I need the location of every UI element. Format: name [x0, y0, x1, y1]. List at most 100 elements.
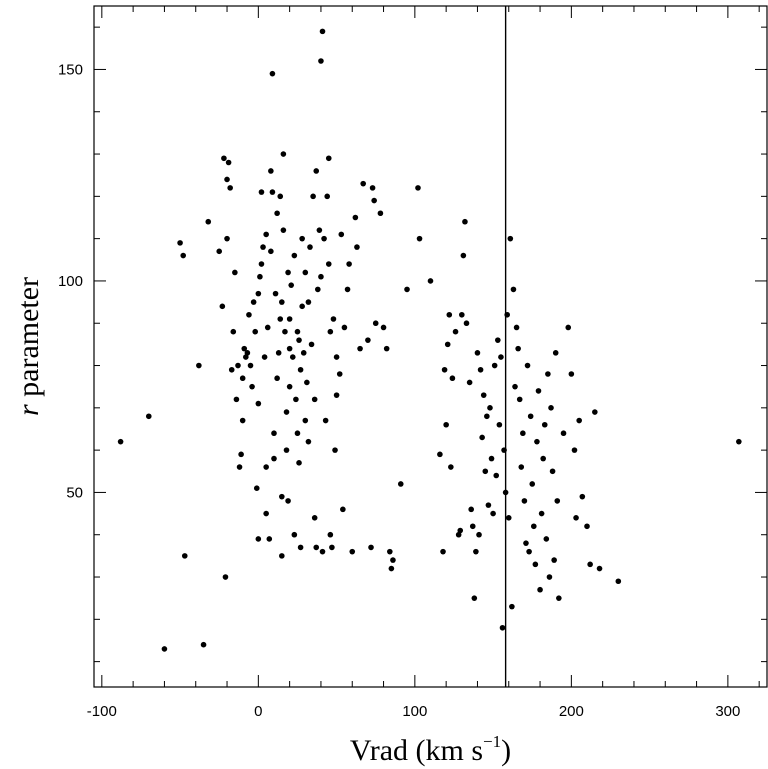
data-point — [523, 540, 529, 546]
data-point — [360, 180, 367, 187]
data-point — [238, 451, 244, 458]
y-axis-title-main: parameter — [12, 277, 45, 404]
data-point — [286, 316, 293, 322]
data-point — [277, 316, 284, 322]
data-point — [311, 396, 318, 403]
data-point — [302, 269, 309, 276]
data-point — [302, 417, 309, 424]
data-point — [299, 303, 305, 310]
data-point — [274, 375, 280, 382]
data-point — [587, 561, 593, 568]
data-point — [541, 421, 548, 428]
data-point — [257, 273, 263, 280]
data-point — [487, 405, 493, 411]
data-point — [321, 235, 327, 242]
data-point — [322, 417, 329, 424]
data-point — [291, 252, 298, 259]
data-point — [534, 438, 540, 445]
data-point — [576, 417, 582, 424]
data-point — [283, 409, 290, 415]
data-point — [484, 413, 490, 420]
data-point — [239, 417, 246, 424]
data-point — [271, 430, 277, 437]
data-point — [258, 189, 265, 195]
data-point — [444, 341, 451, 348]
data-point — [279, 299, 285, 305]
data-point — [538, 510, 545, 517]
plot-frame — [93, 5, 768, 688]
data-point — [325, 261, 332, 267]
data-point — [243, 354, 249, 360]
data-point — [219, 303, 226, 310]
x-tick-label: 200 — [559, 703, 584, 720]
data-point — [232, 269, 238, 276]
data-point — [305, 299, 312, 305]
data-point — [282, 328, 288, 335]
data-point — [264, 324, 271, 331]
data-point — [546, 574, 553, 580]
data-point — [333, 354, 340, 360]
data-point — [469, 523, 476, 530]
data-point — [449, 375, 456, 382]
data-point — [440, 548, 446, 555]
data-point — [540, 455, 546, 462]
data-point — [460, 252, 467, 259]
data-point — [333, 392, 340, 398]
y-tick-label: 150 — [58, 61, 83, 78]
data-point — [330, 316, 337, 322]
data-point — [502, 489, 509, 496]
data-point — [280, 227, 287, 233]
data-point — [318, 273, 324, 280]
data-point — [268, 248, 274, 255]
data-point — [236, 464, 243, 470]
data-point — [509, 603, 515, 610]
tick-labels: -100 0 100 200 300 50 100 150 — [58, 61, 740, 720]
data-point — [285, 269, 291, 276]
data-point — [225, 159, 232, 166]
data-point — [261, 354, 268, 360]
data-point — [255, 290, 262, 297]
data-point — [233, 396, 240, 403]
data-point — [235, 362, 241, 369]
data-point — [297, 366, 304, 373]
data-point — [404, 286, 410, 293]
data-point — [291, 531, 298, 538]
data-point — [316, 227, 323, 233]
y-axis-title-italic: r — [12, 404, 45, 416]
data-point — [565, 324, 572, 331]
data-point — [736, 438, 742, 445]
data-point — [448, 464, 454, 470]
data-point — [551, 557, 557, 563]
data-point — [117, 438, 124, 445]
data-point — [205, 218, 212, 225]
x-axis-title-close: ) — [501, 734, 511, 767]
data-point — [263, 231, 269, 238]
data-points — [117, 28, 742, 652]
data-point — [554, 498, 561, 504]
data-point — [277, 193, 284, 200]
data-point — [498, 354, 504, 360]
data-point — [455, 531, 462, 538]
data-point — [145, 413, 152, 420]
axis-ticks — [94, 6, 767, 687]
data-point — [253, 485, 260, 491]
data-point — [177, 240, 183, 246]
data-point — [252, 328, 259, 335]
data-point — [526, 548, 532, 555]
data-point — [521, 498, 528, 504]
data-point — [527, 413, 534, 420]
data-point — [390, 557, 396, 563]
data-point — [196, 362, 202, 369]
data-point — [365, 337, 371, 343]
data-point — [346, 261, 352, 267]
data-point — [255, 400, 262, 407]
data-point — [493, 472, 500, 479]
data-point — [380, 324, 387, 331]
data-point — [230, 328, 237, 335]
data-point — [512, 383, 518, 390]
data-point — [286, 383, 293, 390]
data-point — [319, 28, 326, 35]
data-point — [329, 544, 335, 551]
data-point — [266, 536, 273, 542]
data-point — [308, 341, 315, 348]
